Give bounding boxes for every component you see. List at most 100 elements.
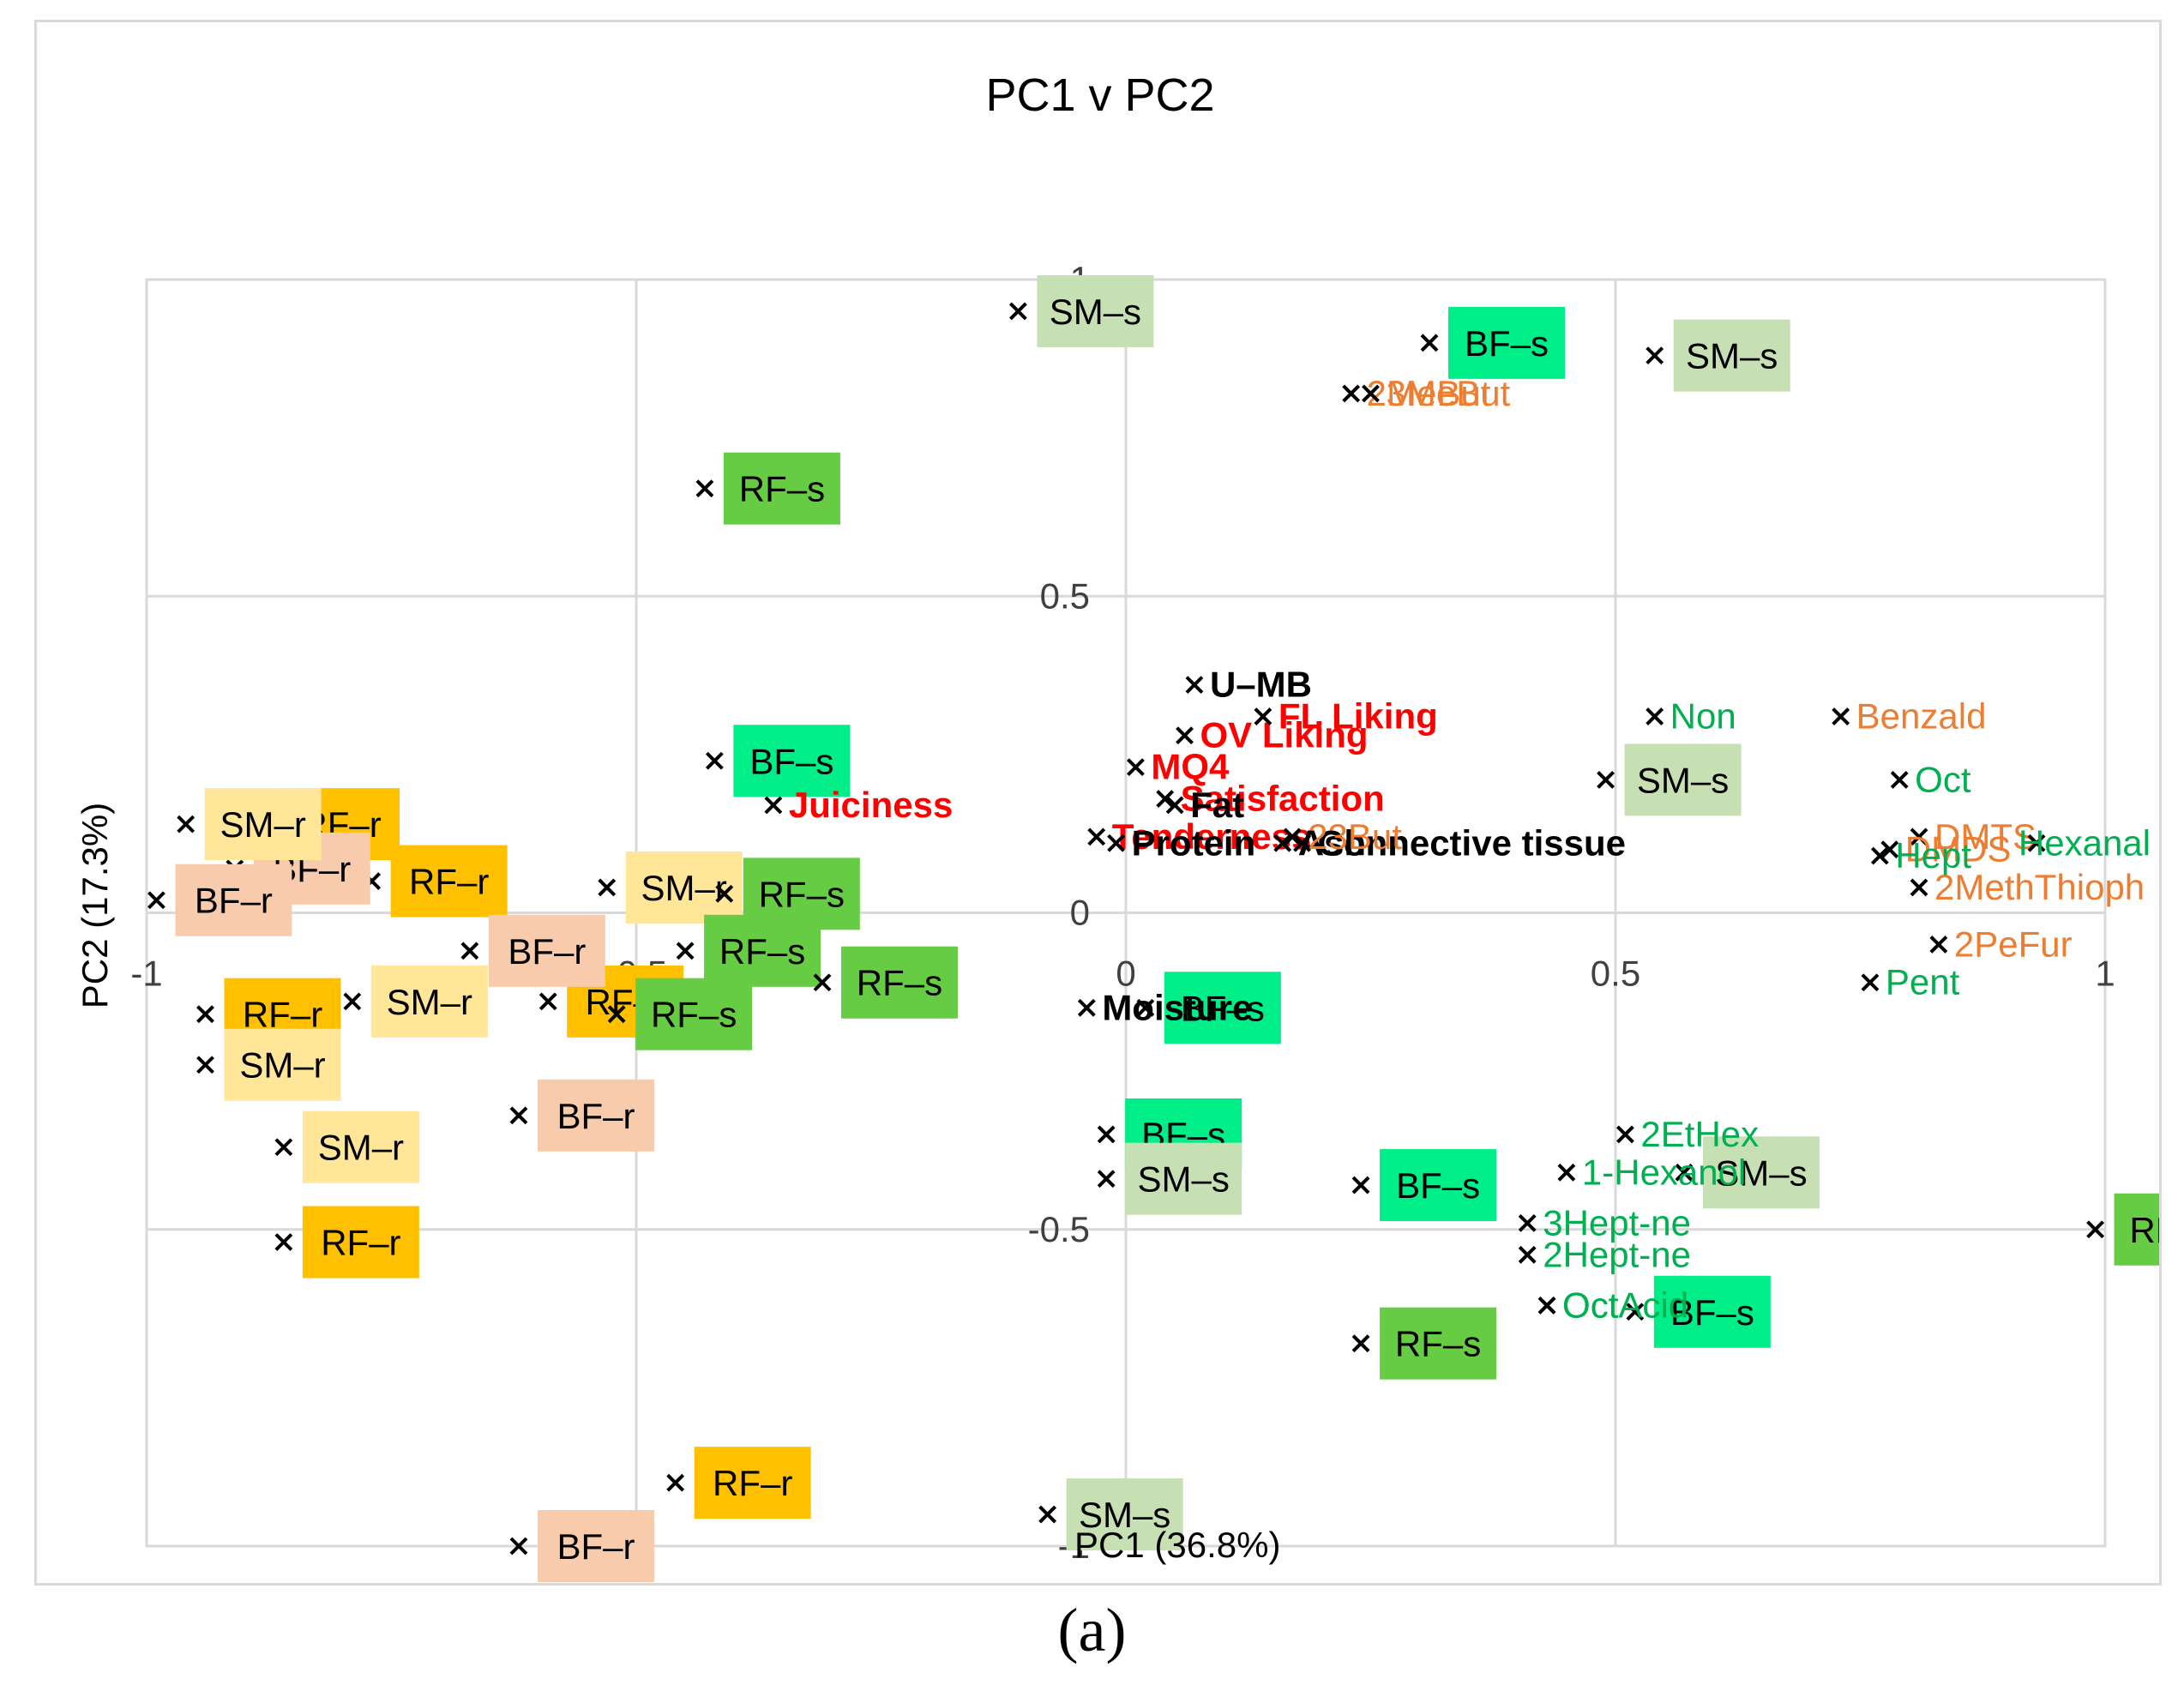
sample-label-box	[1380, 1307, 1497, 1380]
point-marker	[705, 751, 724, 770]
axis-tick-labels: -1-0.500.51-1-0.500.51	[130, 259, 2115, 1566]
x-axis-label: PC1 (36.8%)	[1074, 1525, 1280, 1565]
variable-point: 2MeBut	[1342, 373, 1491, 413]
sample-point-rf-r: RF–r	[274, 1206, 419, 1279]
point-marker	[1880, 840, 1899, 859]
sample-point-rf-s: RF–s	[1351, 1307, 1497, 1380]
sample-label-box	[694, 1447, 811, 1519]
variable-point: MQ4	[1127, 747, 1230, 787]
point-marker	[666, 1473, 685, 1492]
variable-point: Fat	[1165, 785, 1244, 825]
sample-label-box	[625, 851, 743, 924]
point-marker	[676, 942, 695, 960]
variable-label: Protein	[1132, 822, 1256, 863]
sample-point-bf-r: BF–r	[509, 1079, 654, 1152]
sample-label-box	[1066, 1478, 1183, 1551]
variable-point: Non	[1646, 696, 1736, 737]
sample-point-rf-s: RF–s	[695, 452, 840, 525]
sample-label: SM–s	[1050, 292, 1141, 332]
point-marker	[1185, 676, 1204, 695]
y-axis-label: PC2 (17.3%)	[75, 803, 115, 1008]
point-marker	[1156, 790, 1175, 808]
sample-point-sm-s: SM–s	[1097, 1142, 1242, 1215]
sample-point-bf-s: BF–s	[705, 725, 851, 797]
sample-point-bf-r: BF–r	[509, 1510, 654, 1582]
variable-label: OV Liking	[1200, 715, 1369, 755]
sample-label-box	[1448, 306, 1566, 379]
sample-label-box	[1125, 1142, 1242, 1215]
variable-label: DMTS	[1934, 816, 2037, 857]
sample-label-box	[733, 725, 851, 797]
variable-point: DMDS	[1880, 829, 2012, 870]
sample-label: RF–s	[651, 995, 737, 1035]
variable-label: U–MB	[1210, 665, 1312, 705]
variable-label: DMDS	[1905, 829, 2012, 870]
point-marker	[1136, 998, 1155, 1017]
variable-label: 2EtHex	[1640, 1114, 1759, 1154]
point-marker	[1870, 846, 1889, 865]
point-marker	[1646, 346, 1664, 365]
sample-label-box	[840, 946, 958, 1019]
variable-label: 2PeFur	[1954, 924, 2073, 964]
point-marker	[1675, 1163, 1694, 1182]
chart-frame: -1-0.500.51-1-0.500.51 RF–rRF–rRF–rRF–rR…	[34, 20, 2162, 1586]
sample-label: RF–s	[719, 931, 805, 972]
point-marker	[1518, 1245, 1537, 1264]
y-tick-label: -0.5	[1028, 1209, 1090, 1249]
variable-point: 3MeBut	[1362, 373, 1511, 413]
sample-label-box	[2114, 1193, 2159, 1266]
sample-point-rf-s: RF–s	[676, 914, 821, 987]
sample-point-rf-s: RF–s	[607, 978, 753, 1050]
sample-label: SM–r	[220, 804, 306, 845]
variable-label: MQ4	[1151, 747, 1230, 787]
variable-point: Hexanal	[2019, 822, 2151, 863]
sample-point-sm-r: SM–r	[196, 1028, 341, 1101]
point-marker	[1165, 796, 1184, 815]
sample-label-box	[1380, 1149, 1497, 1222]
point-marker	[1273, 833, 1292, 852]
point-marker	[509, 1537, 528, 1556]
variable-label: 2MeBut	[1367, 373, 1491, 413]
sample-label: BF–r	[557, 1526, 635, 1567]
point-marker	[509, 1106, 528, 1125]
point-marker	[343, 992, 362, 1011]
point-marker	[1420, 334, 1439, 352]
point-marker	[1929, 936, 1948, 954]
sample-point-sm-r: SM–r	[274, 1110, 419, 1183]
sample-label: RF–r	[243, 995, 322, 1035]
sample-label: RF–s	[2129, 1210, 2159, 1250]
sample-point-sm-s: SM–s	[1597, 743, 1742, 816]
sample-label-box	[1673, 319, 1790, 392]
variable-point: 2MethThioph	[1910, 867, 2145, 907]
sample-label-box	[1624, 743, 1742, 816]
x-tick-label: -1	[130, 954, 162, 994]
sample-label-box	[1164, 972, 1281, 1044]
point-marker	[1107, 833, 1125, 852]
variable-point: Benzald	[1832, 696, 1986, 737]
sample-point-rf-r: RF–r	[363, 845, 508, 918]
point-marker	[1557, 1163, 1576, 1182]
sample-label-box	[370, 965, 488, 1038]
sample-label: BF–s	[1465, 323, 1549, 364]
point-marker	[1097, 1125, 1116, 1144]
point-marker	[1254, 707, 1272, 725]
sample-point-bf-r: BF–r	[147, 864, 292, 936]
point-marker	[2086, 1220, 2104, 1239]
sample-point-sm-r: SM–r	[598, 851, 743, 924]
point-marker	[1127, 758, 1145, 777]
sample-point-bf-s: BF–s	[1420, 306, 1566, 379]
point-marker	[1861, 973, 1880, 992]
point-marker	[1087, 827, 1106, 846]
point-marker	[177, 815, 196, 833]
point-marker	[695, 479, 714, 498]
point-marker	[1097, 1170, 1116, 1189]
sample-point-sm-s: SM–s	[1008, 274, 1154, 347]
variable-label: OctAcid	[1562, 1285, 1688, 1325]
variable-label: Fat	[1190, 785, 1244, 825]
variable-point: Satisfaction	[1156, 779, 1385, 819]
point-marker	[196, 1056, 214, 1074]
sample-label: SM–s	[1715, 1152, 1807, 1193]
variable-point: Moisture	[1077, 987, 1252, 1027]
point-marker	[764, 796, 783, 815]
